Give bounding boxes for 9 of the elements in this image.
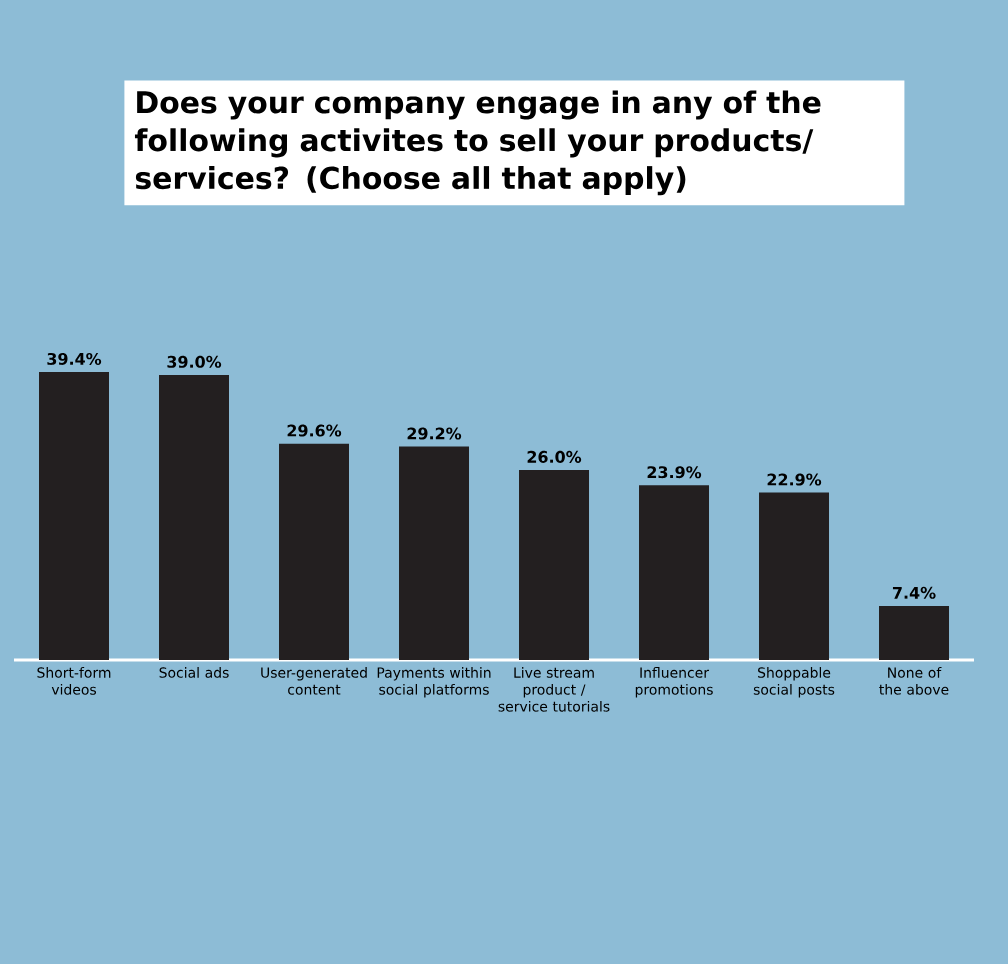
bar bbox=[759, 492, 830, 660]
bar bbox=[39, 371, 109, 660]
chart-title: Does your company engage in any of the following activites to sell your products/ services? (Choose all that apply) bbox=[134, 90, 821, 196]
bar bbox=[159, 374, 229, 660]
bar bbox=[519, 469, 590, 660]
bar bbox=[639, 485, 710, 660]
bar bbox=[279, 443, 349, 660]
bar bbox=[399, 446, 470, 660]
bar bbox=[879, 605, 950, 660]
